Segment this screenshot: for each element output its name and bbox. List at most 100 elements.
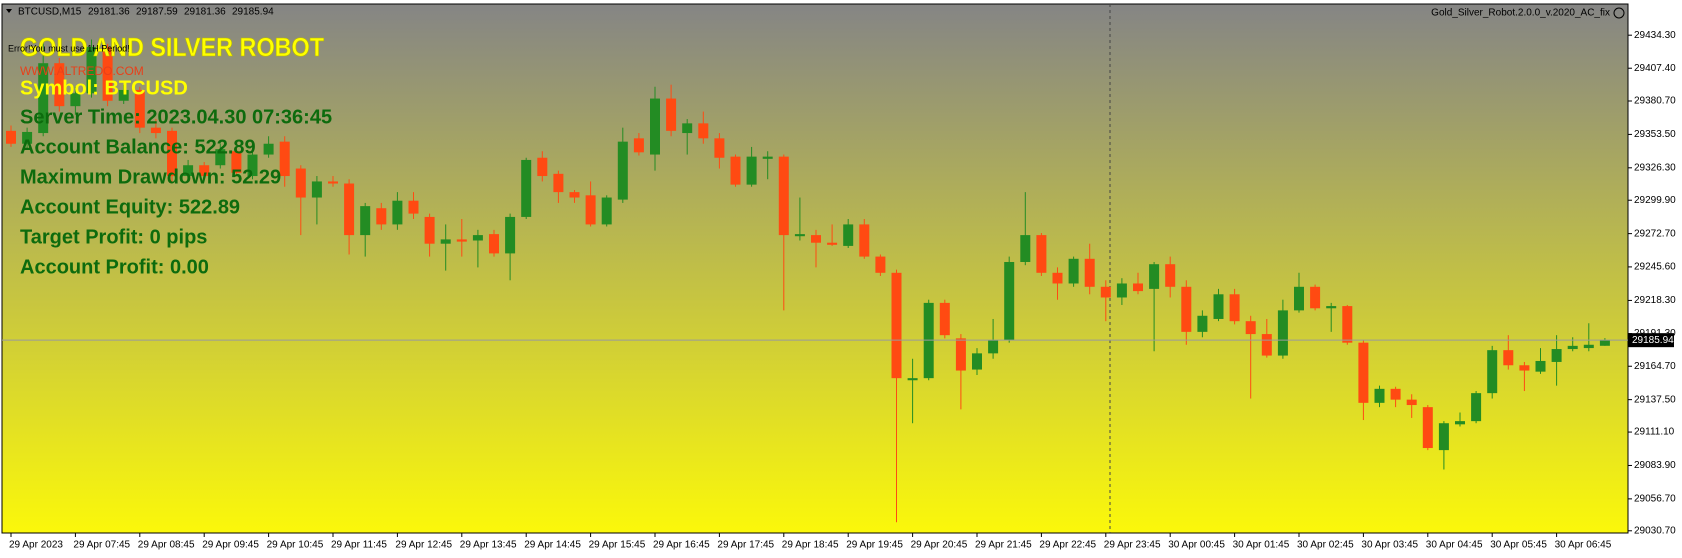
candle-body xyxy=(778,156,789,236)
candle-body xyxy=(22,131,33,144)
info-line: Target Profit: 0 pips xyxy=(20,226,207,248)
candle-body xyxy=(1535,360,1546,372)
candle-body xyxy=(1245,321,1256,335)
symbol: BTCUSD,M15 xyxy=(18,7,82,18)
info-line: Symbol: BTCUSD xyxy=(20,77,188,99)
candle-body xyxy=(1294,286,1304,311)
candle-body xyxy=(1342,306,1353,343)
info-line: Account Equity: 522.89 xyxy=(20,196,240,218)
y-tick-label: 29218.30 xyxy=(1634,295,1676,306)
plot-area xyxy=(1,3,1629,534)
candle-body xyxy=(1326,306,1337,309)
x-tick-label: 30 Apr 02:45 xyxy=(1297,540,1354,551)
candle-body xyxy=(360,206,371,236)
candle-body xyxy=(617,141,628,200)
candle-body xyxy=(875,256,886,273)
candle-body xyxy=(440,239,451,244)
candle-body xyxy=(1310,286,1321,309)
candle-body xyxy=(955,338,966,371)
candle-body xyxy=(1277,310,1288,356)
y-tick-label: 29245.60 xyxy=(1634,262,1676,273)
menu-arrow[interactable] xyxy=(6,9,12,13)
candle-body xyxy=(633,138,644,153)
candle-body xyxy=(344,183,355,236)
x-tick-label: 29 Apr 20:45 xyxy=(911,540,968,551)
y-tick-label: 29380.70 xyxy=(1634,96,1676,107)
candle-body xyxy=(1455,421,1465,425)
y-tick-label: 29111.10 xyxy=(1634,427,1675,438)
x-tick-label: 29 Apr 19:45 xyxy=(846,540,903,551)
y-tick-label: 29056.70 xyxy=(1634,494,1676,505)
y-tick-label: 29137.50 xyxy=(1634,394,1676,405)
candle-body xyxy=(1471,393,1482,422)
candle-body xyxy=(714,138,725,158)
candle-body xyxy=(215,149,226,166)
candle-body xyxy=(1213,294,1224,319)
ohlc-high: 29187.59 xyxy=(136,7,178,18)
y-tick-label: 29434.30 xyxy=(1634,30,1676,41)
candle-body xyxy=(183,165,194,177)
price-label-box xyxy=(1628,333,1674,348)
candle-body xyxy=(1149,264,1160,289)
candle-body xyxy=(54,63,65,107)
candle-body xyxy=(295,168,306,198)
candle-body xyxy=(472,235,483,241)
candle-body xyxy=(1068,258,1079,284)
x-tick-label: 30 Apr 06:45 xyxy=(1555,540,1612,551)
candle-body xyxy=(134,89,145,128)
candle-body xyxy=(988,340,999,354)
candle-body xyxy=(1004,261,1015,341)
candle-body xyxy=(1599,340,1610,346)
candle-body xyxy=(1084,258,1095,287)
candle-body xyxy=(1503,350,1514,366)
candle-body xyxy=(1020,235,1031,262)
y-tick-label: 29326.30 xyxy=(1634,162,1676,173)
x-tick-label: 30 Apr 04:45 xyxy=(1426,540,1483,551)
candle-body xyxy=(311,181,322,198)
candle-body xyxy=(666,98,677,131)
candle-body xyxy=(1551,349,1562,362)
x-tick-label: 29 Apr 23:45 xyxy=(1104,540,1161,551)
candle-body xyxy=(199,165,210,177)
candle-body xyxy=(1583,344,1594,349)
candle-body xyxy=(376,208,387,225)
candle-body xyxy=(859,224,870,257)
candle-body xyxy=(38,63,49,134)
y-tick-label: 29083.90 xyxy=(1634,460,1676,471)
ohlc-close: 29185.94 xyxy=(232,7,274,18)
candle-body xyxy=(746,156,757,185)
x-tick-label: 29 Apr 16:45 xyxy=(653,540,710,551)
candle-body xyxy=(1036,235,1047,273)
candle-body xyxy=(231,151,242,173)
candle-body xyxy=(1116,283,1127,298)
candle-body xyxy=(1390,388,1401,400)
candle-body xyxy=(569,192,580,198)
y-tick-label: 29164.70 xyxy=(1634,361,1676,372)
info-line: Account Balance: 522.89 xyxy=(20,136,256,158)
price-label: 29185.94 xyxy=(1632,335,1674,346)
y-tick-label: 29030.70 xyxy=(1634,525,1676,536)
candle-body xyxy=(601,197,612,225)
x-tick-label: 29 Apr 21:45 xyxy=(975,540,1032,551)
candle-body xyxy=(972,353,982,370)
candle-body xyxy=(891,272,902,379)
candle-body xyxy=(585,195,596,225)
candle-body xyxy=(1358,342,1369,403)
ohlc-open: 29181.36 xyxy=(88,7,130,18)
candle-body xyxy=(279,141,290,177)
robot-title: GOLD AND SILVER ROBOT xyxy=(20,34,324,62)
candle-body xyxy=(650,98,660,155)
candle-body xyxy=(1133,283,1143,292)
x-tick-label: 29 Apr 07:45 xyxy=(73,540,130,551)
x-tick-label: 29 Apr 15:45 xyxy=(589,540,646,551)
candle-body xyxy=(553,173,564,193)
x-tick-label: 29 Apr 22:45 xyxy=(1039,540,1096,551)
candle-body xyxy=(794,234,805,237)
x-tick-label: 29 Apr 13:45 xyxy=(460,540,517,551)
candle-body xyxy=(521,159,532,217)
x-tick-label: 29 Apr 17:45 xyxy=(717,540,774,551)
indicator-icon[interactable] xyxy=(1613,7,1625,19)
candle-body xyxy=(762,156,773,159)
marks xyxy=(2,39,1628,523)
